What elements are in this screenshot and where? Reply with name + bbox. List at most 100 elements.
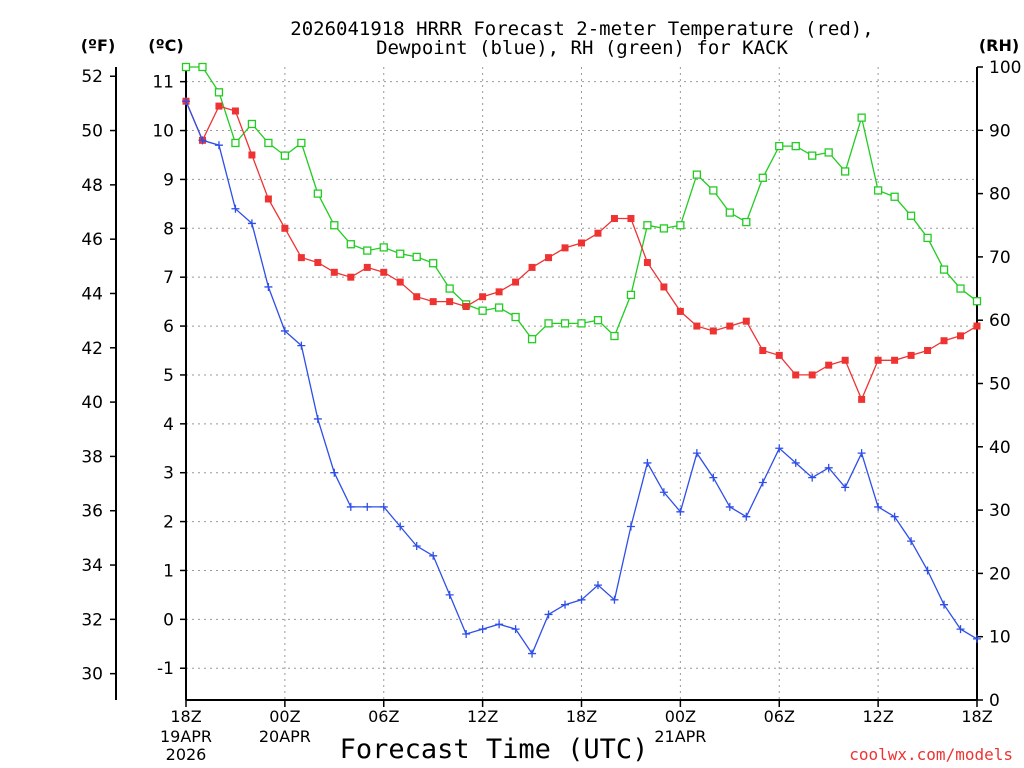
fahrenheit-tick-label: 46 xyxy=(81,230,103,250)
temperature-point xyxy=(759,347,767,355)
dewpoint-point xyxy=(577,595,586,604)
dewpoint-point xyxy=(346,502,355,511)
fahrenheit-tick-label: 36 xyxy=(81,502,103,522)
rh-point xyxy=(214,88,224,97)
rh-tick-label: 100 xyxy=(989,58,1021,78)
dewpoint-point xyxy=(775,444,784,453)
rh-point xyxy=(643,221,652,230)
dewpoint-point xyxy=(610,595,619,604)
celsius-tick-label: 9 xyxy=(163,170,174,190)
celsius-unit-label: (ºC) xyxy=(148,36,183,55)
dewpoint-point xyxy=(791,458,800,467)
temperature-point xyxy=(380,268,388,276)
dewpoint-point xyxy=(742,512,751,521)
fahrenheit-tick-label: 38 xyxy=(81,447,103,467)
celsius-tick-label: 6 xyxy=(163,317,174,337)
rh-point xyxy=(808,151,817,160)
temperature-point xyxy=(660,283,668,291)
rh-point xyxy=(758,173,767,182)
temperature-point xyxy=(726,322,734,330)
dewpoint-point xyxy=(462,630,471,639)
dewpoint-point xyxy=(593,581,602,590)
dewpoint-point xyxy=(643,458,652,467)
x-tick-label: 12Z xyxy=(862,707,893,726)
dewpoint-point xyxy=(626,522,635,531)
chart-title-line2: Dewpoint (blue), RH (green) for KACK xyxy=(376,37,788,59)
fahrenheit-tick-label: 52 xyxy=(81,67,103,87)
fahrenheit-tick-label: 30 xyxy=(81,665,103,685)
x-tick-label: 18Z xyxy=(170,707,201,726)
rh-point xyxy=(742,217,751,227)
x-tick-label: 00Z xyxy=(665,707,696,726)
temperature-point xyxy=(297,254,305,262)
dewpoint-point xyxy=(758,478,767,487)
dewpoint-point xyxy=(824,463,833,472)
temperature-point xyxy=(594,229,602,237)
temperature-point xyxy=(462,303,470,311)
temperature-point xyxy=(578,239,585,247)
rh-point xyxy=(544,319,553,328)
rh-point xyxy=(906,211,916,220)
temperature-point xyxy=(874,356,882,364)
x-axis-title: Forecast Time (UTC) xyxy=(340,734,649,765)
dewpoint-point xyxy=(808,473,817,482)
dewpoint-point xyxy=(412,542,421,551)
dewpoint-point xyxy=(528,649,537,658)
celsius-tick-label: 1 xyxy=(163,561,174,581)
rh-point xyxy=(511,312,520,322)
x-tick-label: 06Z xyxy=(764,707,795,726)
rh-point xyxy=(379,243,388,252)
fahrenheit-tick-label: 48 xyxy=(81,176,103,196)
rh-point xyxy=(593,316,603,325)
dewpoint-point xyxy=(973,634,981,643)
temperature-point xyxy=(924,347,932,355)
temperature-point xyxy=(396,278,404,286)
rh-tick-label: 90 xyxy=(989,121,1011,141)
temperature-point xyxy=(231,107,239,115)
temperature-point xyxy=(973,322,981,330)
dewpoint-point xyxy=(907,537,916,546)
temperature-point xyxy=(363,263,371,271)
rh-point xyxy=(956,284,965,293)
rh-point xyxy=(939,265,949,274)
rh-point xyxy=(610,331,619,341)
celsius-tick-label: 3 xyxy=(163,464,174,484)
dewpoint-point xyxy=(676,507,685,516)
temperature-point xyxy=(330,268,338,276)
source-credit: coolwx.com/models xyxy=(849,745,1013,764)
x-date-label: 20APR xyxy=(259,727,311,746)
temperature-point xyxy=(643,259,651,267)
chart-title-line1: 2026041918 HRRR Forecast 2-meter Tempera… xyxy=(290,18,873,40)
celsius-tick-label: 10 xyxy=(152,122,174,142)
rh-point xyxy=(313,189,322,198)
rh-point xyxy=(709,186,718,195)
rh-point xyxy=(231,138,240,148)
rh-point xyxy=(824,148,833,157)
x-tick-label: 00Z xyxy=(269,707,300,726)
fahrenheit-tick-label: 32 xyxy=(81,610,103,630)
celsius-tick-label: 0 xyxy=(163,610,174,630)
rh-point xyxy=(841,167,850,176)
temperature-point xyxy=(264,195,272,203)
temperature-point xyxy=(610,215,618,223)
rh-line xyxy=(186,66,978,341)
dewpoint-point xyxy=(396,522,405,531)
rh-tick-label: 80 xyxy=(989,185,1011,205)
rh-point xyxy=(873,186,883,195)
dewpoint-point xyxy=(709,473,718,482)
rh-point xyxy=(560,319,570,328)
temperature-point xyxy=(446,298,454,306)
rh-point xyxy=(725,208,734,217)
dewpoint-point xyxy=(214,141,223,150)
dewpoint-point xyxy=(429,551,438,560)
temperature-point xyxy=(891,356,899,364)
rh-point xyxy=(264,138,273,148)
fahrenheit-tick-label: 42 xyxy=(81,339,103,359)
temperature-point xyxy=(429,298,437,306)
rh-point xyxy=(626,290,636,300)
dewpoint-point xyxy=(264,282,273,291)
dewpoint-point xyxy=(725,502,734,511)
rh-point xyxy=(330,221,339,230)
temperature-point xyxy=(825,361,833,369)
rh-point xyxy=(198,62,207,72)
